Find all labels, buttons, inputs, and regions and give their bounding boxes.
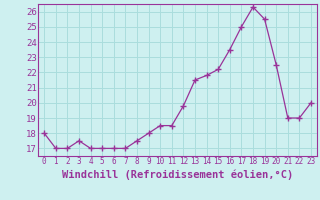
X-axis label: Windchill (Refroidissement éolien,°C): Windchill (Refroidissement éolien,°C) <box>62 169 293 180</box>
